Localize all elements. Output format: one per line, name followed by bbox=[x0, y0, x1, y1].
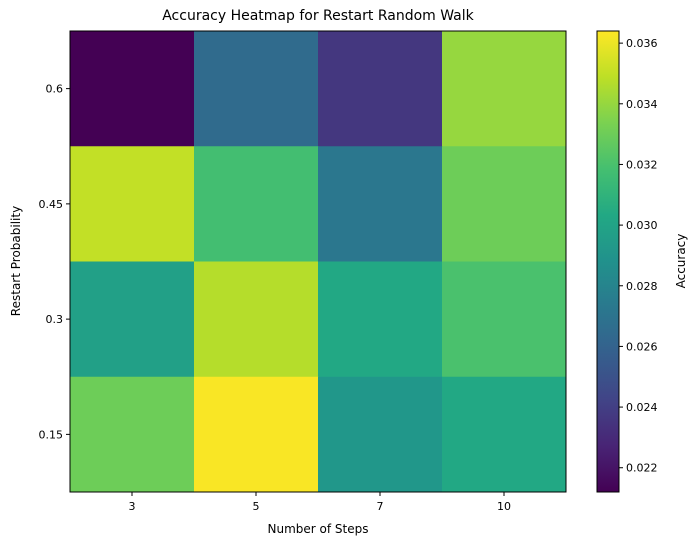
x-axis: 3 5 7 10 bbox=[129, 492, 511, 513]
heatmap-cell bbox=[318, 261, 443, 378]
x-tick-label: 10 bbox=[497, 500, 511, 513]
colorbar-tick-label: 0.034 bbox=[626, 98, 658, 111]
chart-title: Accuracy Heatmap for Restart Random Walk bbox=[162, 8, 474, 24]
x-axis-label: Number of Steps bbox=[268, 522, 369, 536]
heatmap-cell bbox=[442, 376, 567, 493]
colorbar-gradient bbox=[597, 31, 619, 492]
heatmap-cell bbox=[442, 146, 567, 262]
heatmap-cell bbox=[318, 31, 443, 147]
colorbar-tick-label: 0.036 bbox=[626, 37, 658, 50]
heatmap-cell bbox=[194, 146, 319, 262]
heatmap-cell bbox=[70, 31, 195, 147]
colorbar-tick-label: 0.024 bbox=[626, 401, 658, 414]
heatmap-cell bbox=[442, 31, 567, 147]
y-tick-label: 0.6 bbox=[46, 83, 64, 96]
heatmap-cell bbox=[194, 376, 319, 493]
y-tick-label: 0.15 bbox=[39, 428, 64, 441]
colorbar-tick-label: 0.026 bbox=[626, 340, 658, 353]
x-tick-label: 7 bbox=[377, 500, 384, 513]
y-tick-label: 0.3 bbox=[46, 313, 64, 326]
y-axis: 0.6 0.45 0.3 0.15 bbox=[39, 83, 70, 441]
colorbar: 0.022 0.024 0.026 0.028 0.030 0.032 0.034 0.036… bbox=[596, 30, 688, 493]
y-axis-label: Restart Probability bbox=[9, 206, 23, 316]
colorbar-tick-label: 0.030 bbox=[626, 219, 658, 232]
heatmap-cells bbox=[70, 31, 567, 493]
heatmap-cell bbox=[318, 146, 443, 262]
heatmap-cell bbox=[442, 261, 567, 378]
y-tick-label: 0.45 bbox=[39, 198, 64, 211]
colorbar-tick-label: 0.028 bbox=[626, 280, 658, 293]
plot-frame bbox=[69, 30, 567, 493]
x-tick-label: 3 bbox=[129, 500, 136, 513]
x-tick-label: 5 bbox=[253, 500, 260, 513]
colorbar-ticks: 0.022 0.024 0.026 0.028 0.030 0.032 0.034 0.036 bbox=[619, 37, 658, 475]
heatmap-cell bbox=[70, 261, 195, 378]
heatmap-cell bbox=[194, 261, 319, 378]
heatmap-cell bbox=[70, 376, 195, 493]
heatmap-cell bbox=[194, 31, 319, 147]
colorbar-tick-label: 0.032 bbox=[626, 158, 658, 171]
colorbar-frame bbox=[596, 30, 620, 493]
colorbar-label: Accuracy bbox=[674, 234, 688, 289]
heatmap-cell bbox=[318, 376, 443, 493]
heatmap-cell bbox=[70, 146, 195, 262]
colorbar-tick-label: 0.022 bbox=[626, 462, 658, 475]
